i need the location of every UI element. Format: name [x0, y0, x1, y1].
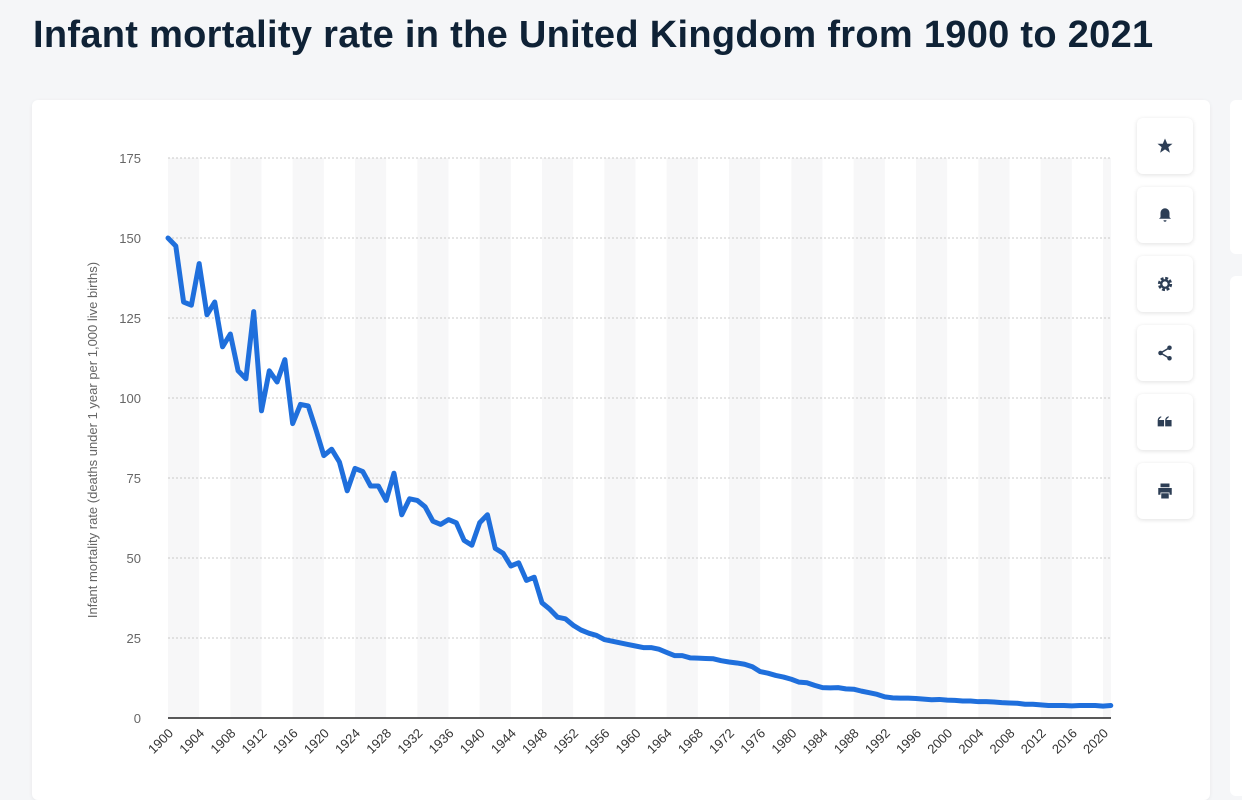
y-tick-label: 0	[134, 711, 141, 726]
x-tick-label: 1940	[457, 726, 488, 757]
cite-button[interactable]	[1137, 394, 1193, 450]
x-tick-label: 1944	[488, 726, 519, 757]
y-tick-label: 175	[119, 151, 141, 166]
column-band	[667, 158, 698, 718]
column-band	[1103, 158, 1111, 718]
x-tick-label: 1936	[426, 726, 457, 757]
x-tick-label: 1996	[893, 726, 924, 757]
x-tick-label: 1908	[207, 726, 238, 757]
x-tick-label: 1968	[675, 726, 706, 757]
x-tick-label: 1972	[706, 726, 737, 757]
x-tick-label: 1932	[394, 726, 425, 757]
x-tick-label: 1904	[176, 726, 207, 757]
share-button[interactable]	[1137, 325, 1193, 381]
column-band	[604, 158, 635, 718]
x-tick-label: 1964	[644, 726, 675, 757]
x-tick-label: 1984	[800, 726, 831, 757]
column-band	[978, 158, 1009, 718]
column-band	[854, 158, 885, 718]
quote-icon	[1156, 413, 1174, 431]
gear-icon	[1156, 275, 1174, 293]
x-tick-label: 1992	[862, 726, 893, 757]
x-tick-label: 1920	[301, 726, 332, 757]
x-tick-label: 2012	[1018, 726, 1049, 757]
x-tick-label: 1916	[270, 726, 301, 757]
x-tick-label: 1900	[145, 726, 176, 757]
column-band	[480, 158, 511, 718]
x-tick-label: 2020	[1080, 726, 1111, 757]
share-icon	[1156, 344, 1174, 362]
x-tick-label: 1928	[363, 726, 394, 757]
x-tick-label: 2000	[924, 726, 955, 757]
column-band	[355, 158, 386, 718]
x-tick-label: 1952	[550, 726, 581, 757]
x-tick-label: 1976	[737, 726, 768, 757]
column-band	[542, 158, 573, 718]
x-tick-label: 1980	[768, 726, 799, 757]
y-tick-label: 100	[119, 391, 141, 406]
x-tick-label: 2008	[987, 726, 1018, 757]
column-band	[916, 158, 947, 718]
column-band	[791, 158, 822, 718]
y-tick-label: 150	[119, 231, 141, 246]
x-tick-label: 2004	[955, 726, 986, 757]
print-icon	[1156, 482, 1174, 500]
x-tick-label: 1960	[613, 726, 644, 757]
settings-button[interactable]	[1137, 256, 1193, 312]
favorite-button[interactable]	[1137, 118, 1193, 174]
bell-icon	[1156, 206, 1174, 224]
column-band	[729, 158, 760, 718]
y-tick-label: 125	[119, 311, 141, 326]
notification-button[interactable]	[1137, 187, 1193, 243]
column-band	[417, 158, 448, 718]
x-tick-label: 1988	[831, 726, 862, 757]
y-axis-label: Infant mortality rate (deaths under 1 ye…	[85, 262, 100, 618]
x-tick-label: 2016	[1049, 726, 1080, 757]
y-tick-label: 25	[127, 631, 141, 646]
x-tick-label: 1956	[581, 726, 612, 757]
x-tick-label: 1912	[239, 726, 270, 757]
column-band	[230, 158, 261, 718]
column-band	[1041, 158, 1072, 718]
x-tick-label: 1948	[519, 726, 550, 757]
y-tick-label: 75	[127, 471, 141, 486]
y-tick-label: 50	[127, 551, 141, 566]
x-tick-label: 1924	[332, 726, 363, 757]
star-icon	[1156, 137, 1174, 155]
print-button[interactable]	[1137, 463, 1193, 519]
